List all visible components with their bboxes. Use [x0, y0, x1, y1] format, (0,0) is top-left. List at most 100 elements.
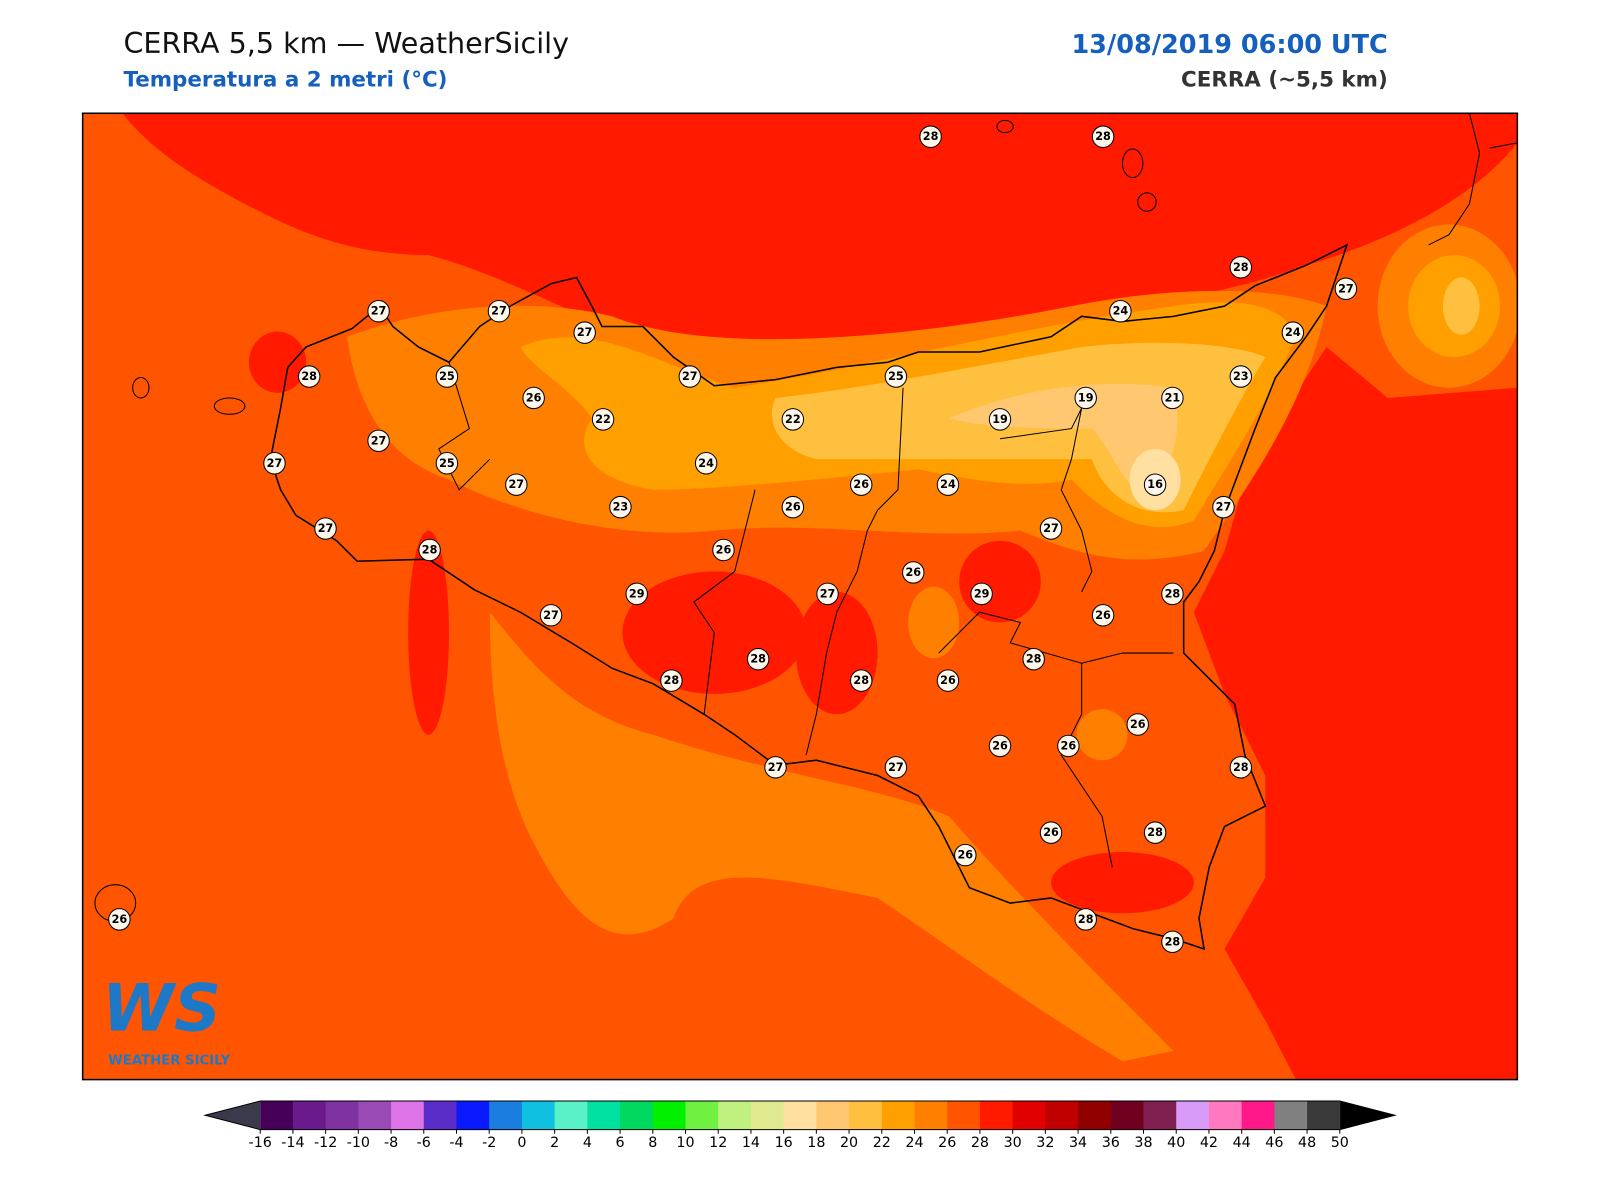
- station-value: 26: [785, 501, 801, 514]
- station-value: 27: [1338, 282, 1354, 295]
- station-value: 26: [853, 478, 869, 491]
- station-marker: [1212, 495, 1235, 519]
- colorbar-bin: [260, 1101, 294, 1130]
- station-value: 24: [698, 457, 714, 470]
- station-value: 29: [629, 587, 645, 600]
- colorbar-tick-label: 50: [1331, 1135, 1349, 1151]
- station-marker: [988, 408, 1012, 431]
- station-value: 22: [595, 413, 611, 426]
- station-value: 26: [112, 913, 128, 926]
- station-marker: [487, 300, 511, 323]
- station-marker: [781, 408, 805, 431]
- colorbar-tick-label: 12: [709, 1135, 727, 1151]
- station-marker: [1334, 277, 1358, 300]
- colorbar-bin: [1045, 1101, 1079, 1130]
- station-marker: [522, 386, 545, 410]
- colorbar-bin: [587, 1101, 621, 1130]
- colorbar-bin: [685, 1101, 719, 1130]
- station-value: 27: [509, 478, 525, 491]
- station-value: 28: [1147, 826, 1163, 839]
- station-value: 26: [526, 391, 542, 404]
- station-value: 27: [318, 522, 334, 535]
- station-marker: [884, 756, 908, 779]
- colorbar-tick-label: 34: [1069, 1135, 1087, 1151]
- colorbar-bin: [1012, 1101, 1046, 1130]
- station-marker: [850, 473, 873, 496]
- station-value: 28: [1078, 913, 1094, 926]
- station-layer: 28 28 28 27 24 24 27 27 27 28 25 27 25 23 26 19 21 22 22 19…: [108, 125, 1358, 954]
- colorbar-tick-label: 26: [938, 1135, 956, 1151]
- station-marker: [936, 473, 960, 496]
- station-marker: [1229, 365, 1253, 388]
- colorbar-tick-label: 30: [1004, 1135, 1022, 1151]
- logo-mark: WS: [102, 971, 221, 1047]
- colorbar-bin: [456, 1101, 490, 1130]
- station-value: 28: [1233, 261, 1249, 274]
- colorbar-under: [205, 1101, 261, 1130]
- station-marker: [1074, 908, 1097, 931]
- colorbar-tick-label: 18: [807, 1135, 825, 1151]
- station-value: 24: [1285, 326, 1301, 339]
- colorbar-bin: [947, 1101, 981, 1130]
- station-value: 29: [974, 587, 990, 600]
- colorbar-tick-label: 10: [676, 1135, 694, 1151]
- station-marker: [1281, 321, 1305, 344]
- station-value: 26: [1130, 718, 1146, 731]
- station-marker: [1109, 300, 1132, 323]
- colorbar-tick-label: -12: [314, 1135, 337, 1151]
- station-value: 19: [1078, 391, 1094, 404]
- colorbar-tick-label: 0: [517, 1135, 526, 1151]
- map: 28 28 28 27 24 24 27 27 27 28 25 27 25 23 26 19 21 22 22 19…: [82, 113, 1518, 1080]
- colorbar-bin: [489, 1101, 523, 1130]
- station-marker: [314, 517, 337, 540]
- station-marker: [954, 843, 977, 867]
- title: CERRA 5,5 km — WeatherSicily: [123, 26, 569, 60]
- colorbar-bin: [718, 1101, 752, 1130]
- station-value: 27: [1043, 522, 1059, 535]
- colorbar-bin: [620, 1101, 654, 1130]
- colorbar-bin: [1274, 1101, 1308, 1130]
- station-value: 28: [422, 544, 438, 557]
- colorbar-bin: [1208, 1101, 1243, 1130]
- station-marker: [505, 473, 528, 496]
- station-value: 21: [1165, 391, 1181, 404]
- map-frame: [81, 112, 1519, 1081]
- station-value: 24: [1113, 305, 1129, 318]
- station-marker: [936, 669, 960, 692]
- station-value: 28: [1165, 587, 1181, 600]
- colorbar-tick-label: 38: [1134, 1135, 1152, 1151]
- colorbar-bin: [1307, 1101, 1341, 1130]
- station-marker: [1057, 734, 1080, 758]
- station-value: 27: [820, 587, 836, 600]
- colorbar-bin: [816, 1101, 850, 1130]
- colorbar-bin: [1078, 1101, 1112, 1130]
- station-value: 27: [682, 370, 698, 383]
- colorbar-bin: [783, 1101, 817, 1130]
- station-value: 26: [957, 849, 973, 862]
- station-value: 28: [664, 674, 680, 687]
- colorbar-tick-label: 16: [775, 1135, 793, 1151]
- colorbar-bin: [914, 1101, 948, 1130]
- station-marker: [1161, 386, 1184, 410]
- station-value: 16: [1147, 478, 1163, 491]
- station-value: 28: [1233, 761, 1249, 774]
- station-value: 25: [439, 457, 455, 470]
- colorbar-bin: [881, 1101, 916, 1130]
- station-marker: [694, 452, 718, 475]
- colorbar: -16 -14 -12 -10 -8 -6 -4 -2 0 2 4 6 8 10 12 14 16 18 20 22 2…: [203, 1100, 1397, 1151]
- station-marker: [435, 365, 459, 388]
- colorbar-bin: [391, 1101, 425, 1130]
- colorbar-tick-label: 6: [616, 1135, 625, 1151]
- colorbar-tick-label: -2: [482, 1135, 496, 1151]
- station-marker: [919, 125, 942, 148]
- colorbar-tick-label: 24: [905, 1135, 923, 1151]
- colorbar-bin: [325, 1101, 359, 1130]
- station-value: 28: [301, 370, 317, 383]
- station-value: 19: [992, 413, 1008, 426]
- colorbar-bin: [358, 1101, 392, 1130]
- station-value: 26: [1061, 739, 1077, 752]
- station-marker: [746, 647, 770, 671]
- station-marker: [1143, 473, 1167, 496]
- colorbar-tick-label: 22: [873, 1135, 891, 1151]
- colorbar-bin: [1241, 1101, 1275, 1130]
